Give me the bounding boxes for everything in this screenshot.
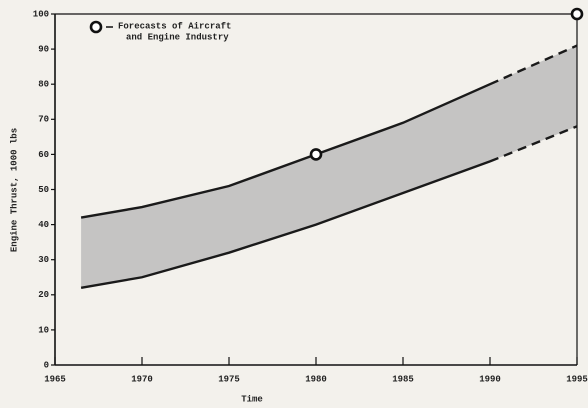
y-tick-label: 40 <box>38 220 49 230</box>
y-tick-label: 100 <box>33 9 49 19</box>
y-tick-label: 10 <box>38 325 49 335</box>
x-tick-label: 1990 <box>479 374 501 384</box>
x-tick-label: 1965 <box>44 374 66 384</box>
x-tick-label: 1985 <box>392 374 414 384</box>
y-tick-label: 30 <box>38 255 49 265</box>
x-axis-label: Time <box>241 394 263 404</box>
x-tick-label: 1975 <box>218 374 240 384</box>
legend-text: and Engine Industry <box>126 32 229 42</box>
y-tick-label: 20 <box>38 290 49 300</box>
y-tick-label: 50 <box>38 185 49 195</box>
forecast-marker <box>309 148 323 161</box>
legend-marker <box>89 20 103 34</box>
y-tick-label: 80 <box>38 80 49 90</box>
y-tick-label: 60 <box>38 150 49 160</box>
y-tick-label: 0 <box>44 360 49 370</box>
band-area <box>81 45 577 288</box>
legend-text: Forecasts of Aircraft <box>118 21 231 31</box>
x-tick-label: 1995 <box>566 374 588 384</box>
y-tick-label: 70 <box>38 115 49 125</box>
line <box>80 125 578 289</box>
y-tick-label: 90 <box>38 44 49 54</box>
y-axis-label: Engine Thrust, 1000 lbs <box>9 128 19 252</box>
x-tick-label: 1970 <box>131 374 153 384</box>
x-tick-label: 1980 <box>305 374 327 384</box>
forecast-marker <box>570 7 584 21</box>
